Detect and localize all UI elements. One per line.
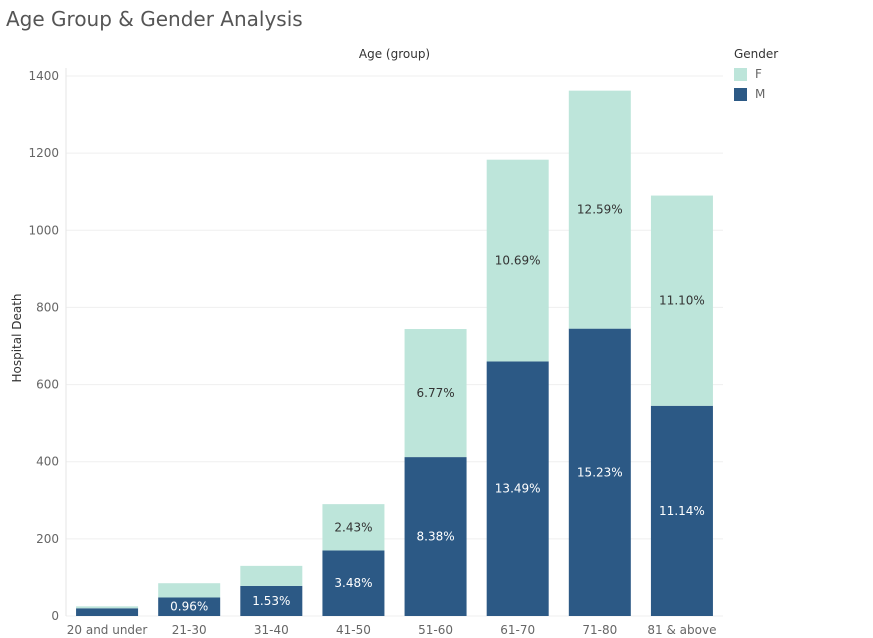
x-tick-label: 81 & above (647, 623, 716, 637)
x-axis-title: Age (group) (359, 47, 430, 61)
y-tick-label: 800 (36, 300, 59, 314)
legend-item-m[interactable]: M (734, 84, 778, 104)
legend-swatch-f (734, 67, 747, 81)
data-label-f: 6.77% (417, 386, 455, 400)
data-label-m: 15.23% (577, 465, 623, 479)
bar-f (650, 195, 713, 406)
y-tick-label: 0 (51, 609, 59, 623)
bar-m (404, 457, 467, 616)
x-tick-label: 71-80 (582, 623, 617, 637)
x-tick-label: 21-30 (172, 623, 207, 637)
chart-title: Age Group & Gender Analysis (6, 7, 303, 31)
legend-label-m: M (755, 87, 766, 101)
y-tick-label: 600 (36, 378, 59, 392)
bar-m (650, 405, 713, 616)
x-tick-label: 41-50 (336, 623, 371, 637)
y-tick-label: 400 (36, 455, 59, 469)
data-label-f: 2.43% (334, 520, 372, 534)
bar-f (404, 329, 467, 458)
bar-m (486, 361, 549, 616)
data-label-f: 10.69% (495, 254, 541, 268)
y-tick-label: 1200 (28, 146, 59, 160)
bar-f (568, 90, 631, 329)
legend-label-f: F (755, 67, 762, 81)
bar-m (568, 328, 631, 616)
x-tick-label: 51-60 (418, 623, 453, 637)
bar-m (158, 597, 221, 616)
legend-title: Gender (734, 47, 779, 61)
bar-f (240, 565, 303, 586)
bar-f (158, 583, 221, 598)
y-tick-label: 1000 (28, 223, 59, 237)
bar-m (322, 550, 385, 616)
x-tick-label: 20 and under (67, 623, 148, 637)
data-label-m: 1.53% (252, 594, 290, 608)
bar-f (322, 504, 385, 551)
bar-f (486, 159, 549, 362)
bar-f (76, 606, 139, 609)
legend: Gender F M (734, 47, 778, 104)
data-label-f: 12.59% (577, 203, 623, 217)
x-tick-label: 31-40 (254, 623, 289, 637)
legend-swatch-m (734, 87, 747, 101)
y-tick-label: 200 (36, 532, 59, 546)
data-label-m: 13.49% (495, 482, 541, 496)
data-label-m: 8.38% (417, 530, 455, 544)
data-label-f: 11.10% (659, 294, 705, 308)
x-tick-label: 61-70 (500, 623, 535, 637)
bar-m (240, 585, 303, 616)
data-label-m: 3.48% (334, 576, 372, 590)
bar-m (76, 608, 139, 616)
data-label-m: 0.96% (170, 600, 208, 614)
data-label-m: 11.14% (659, 504, 705, 518)
y-axis-title: Hospital Death (10, 293, 24, 382)
legend-item-f[interactable]: F (734, 64, 778, 84)
y-tick-label: 1400 (28, 69, 59, 83)
